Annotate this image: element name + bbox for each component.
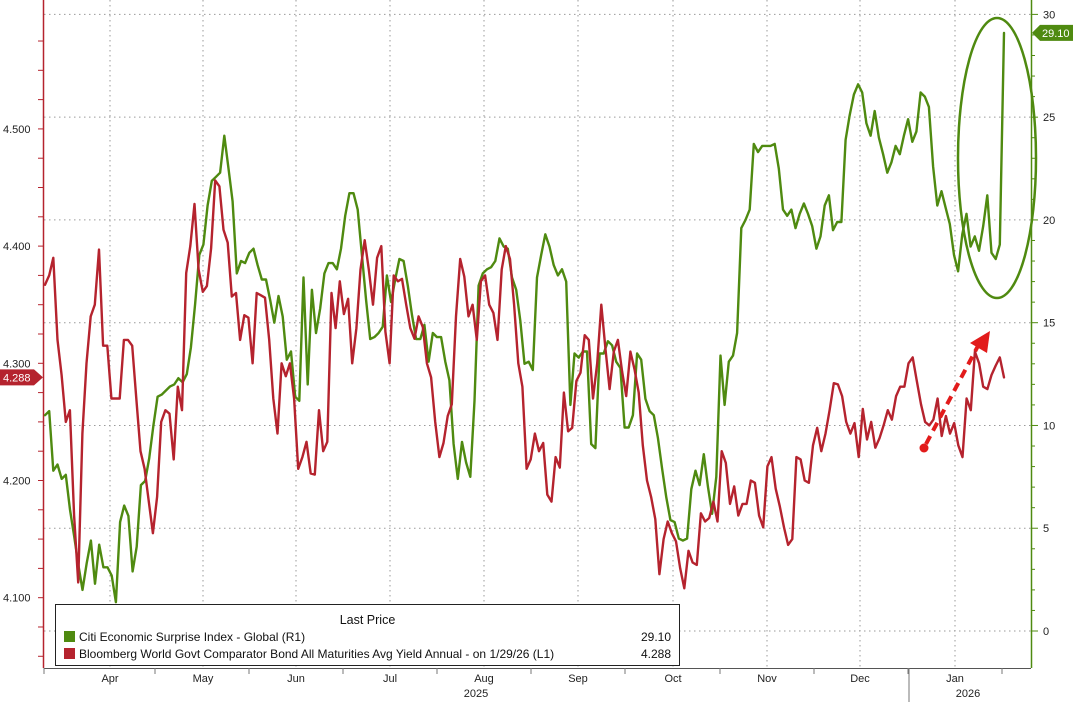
- x-tick-label-oct: Oct: [664, 673, 681, 685]
- x-tick-label-dec: Dec: [850, 673, 870, 685]
- right-tag-shape: [1032, 24, 1073, 41]
- legend-swatch-green: [64, 631, 75, 642]
- left-tick-label-2: 4.300: [3, 358, 31, 370]
- year-label-2026: 2026: [956, 688, 980, 700]
- x-tick-label-aug: Aug: [474, 673, 494, 685]
- right-tick-label-4: 20: [1043, 215, 1055, 227]
- x-tick-label-jan: Jan: [946, 673, 964, 685]
- x-tick-label-may: May: [193, 673, 214, 685]
- x-tick-label-jun: Jun: [287, 673, 305, 685]
- gridlines: [44, 0, 1031, 668]
- right-tick-label-0: 0: [1043, 626, 1049, 638]
- legend-title: Last Price: [339, 613, 396, 627]
- arrow-head: [970, 331, 990, 353]
- citi-surprise-line: [43, 31, 1006, 604]
- right-tick-label-6: 30: [1043, 9, 1055, 21]
- x-tick-label-jul: Jul: [383, 673, 397, 685]
- left-tick-label-4: 4.500: [3, 124, 31, 136]
- arrow-shaft: [924, 343, 981, 445]
- legend-box: Last Price Citi Economic Surprise Index …: [55, 604, 680, 666]
- x-tick-label-nov: Nov: [757, 673, 777, 685]
- left-tick-label-3: 4.400: [3, 241, 31, 253]
- left-tag-shape: [0, 369, 43, 386]
- highlight-ellipse: [956, 16, 1038, 300]
- x-tick-label-sep: Sep: [568, 673, 588, 685]
- legend-row-citi: Citi Economic Surprise Index - Global (R…: [64, 629, 671, 645]
- left-tick-label-0: 4.100: [3, 593, 31, 605]
- x-tick-label-apr: Apr: [101, 673, 118, 685]
- legend-label-citi: Citi Economic Surprise Index - Global (R…: [79, 630, 306, 644]
- right-tag-label: 29.10: [1042, 28, 1070, 40]
- bloomberg-yield-line: [43, 179, 1006, 590]
- left-tag-label: 4.288: [3, 372, 31, 384]
- left-tick-label-1: 4.200: [3, 475, 31, 487]
- series-layer: [43, 31, 1006, 604]
- annotations: [919, 16, 1038, 453]
- left-last-price-tag: 4.288: [0, 369, 43, 386]
- right-tick-label-2: 10: [1043, 420, 1055, 432]
- year-label-2025: 2025: [464, 688, 488, 700]
- legend-row-bloomberg: Bloomberg World Govt Comparator Bond All…: [64, 646, 671, 662]
- legend-value-citi: 29.10: [640, 630, 671, 644]
- right-tick-label-1: 5: [1043, 523, 1049, 535]
- legend-label-bloomberg: Bloomberg World Govt Comparator Bond All…: [79, 647, 555, 661]
- right-tick-label-5: 25: [1043, 112, 1055, 124]
- right-tick-label-3: 15: [1043, 318, 1055, 330]
- legend-value-bloomberg: 4.288: [640, 647, 671, 661]
- arrow-start-dot: [919, 443, 929, 453]
- right-last-price-tag: 29.10: [1032, 24, 1073, 41]
- legend-swatch-red: [64, 648, 75, 659]
